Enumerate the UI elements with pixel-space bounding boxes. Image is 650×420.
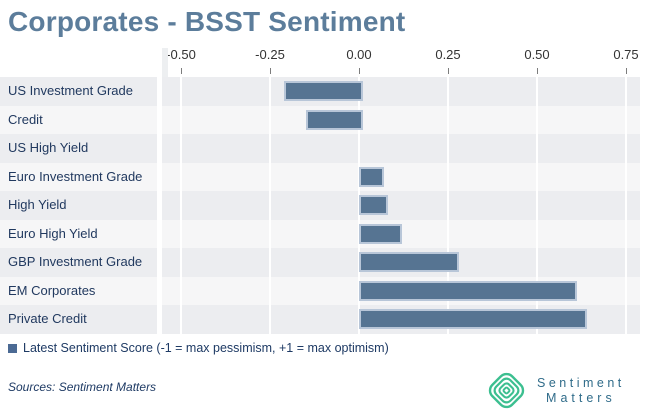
brand-name-line2: Matters (546, 390, 616, 405)
x-axis-tick-mark (537, 68, 538, 74)
category-label: GBP Investment Grade (8, 254, 143, 270)
x-axis-tick-mark (359, 68, 360, 74)
x-axis-tick-mark (181, 68, 182, 74)
bar-us-investment-grade (284, 81, 363, 101)
row-label-cell: Credit (0, 105, 157, 135)
gridline (625, 77, 627, 335)
row-label-cell: High Yield (0, 191, 157, 220)
x-axis-tick-label: -0.25 (255, 47, 285, 62)
x-axis-tick-label: 0.00 (346, 47, 372, 62)
brand-logo-text: Sentiment Matters (537, 376, 625, 406)
row-plot-cell (162, 134, 640, 163)
x-axis-tick-label: 0.50 (524, 47, 550, 62)
x-axis-tick-mark (270, 68, 271, 74)
gridline (269, 77, 271, 335)
category-label: Euro High Yield (8, 225, 98, 241)
row-label-cell: EM Corporates (0, 276, 157, 306)
category-label: Credit (8, 111, 43, 127)
category-label: Euro Investment Grade (8, 168, 143, 184)
category-label: Private Credit (8, 311, 87, 327)
bar-credit (305, 109, 363, 130)
gridline (447, 77, 449, 335)
row-label-cell: US Investment Grade (0, 77, 157, 106)
brand-name-line1: Sentiment (537, 375, 625, 390)
row-plot-cell (162, 162, 640, 192)
bar-high-yield (359, 195, 388, 216)
category-label: US High Yield (8, 140, 89, 156)
bar-euro-high-yield (359, 223, 403, 244)
plot-left-edge (162, 48, 168, 77)
concentric-diamond-icon (488, 372, 525, 409)
row-label-cell: Euro Investment Grade (0, 162, 157, 192)
bar-euro-investment-grade (359, 166, 385, 187)
row-plot-cell (162, 191, 640, 220)
row-label-cell: Euro High Yield (0, 219, 157, 249)
bar-em-corporates (359, 280, 577, 301)
x-axis-tick-label: -0.50 (166, 47, 196, 62)
x-axis-tick-mark (448, 68, 449, 74)
row-plot-cell (162, 105, 640, 135)
gridline (536, 77, 538, 335)
x-axis-tick-label: 0.75 (613, 47, 639, 62)
x-axis-tick-label: 0.25 (435, 47, 461, 62)
bar-gbp-investment-grade (359, 252, 460, 273)
chart-title: Corporates - BSST Sentiment (8, 6, 406, 37)
row-label-cell: GBP Investment Grade (0, 248, 157, 277)
row-label-cell: Private Credit (0, 305, 157, 335)
legend: Latest Sentiment Score (-1 = max pessimi… (8, 341, 389, 355)
row-label-cell: US High Yield (0, 134, 157, 163)
category-label: US Investment Grade (8, 83, 133, 98)
bar-private-credit (359, 309, 588, 330)
legend-label: Latest Sentiment Score (-1 = max pessimi… (23, 341, 389, 355)
gridline (180, 77, 182, 335)
brand-logo: Sentiment Matters (486, 370, 625, 411)
category-label: EM Corporates (8, 282, 96, 298)
legend-marker-icon (8, 343, 17, 353)
row-plot-cell (162, 77, 640, 106)
sources-note: Sources: Sentiment Matters (8, 380, 157, 394)
x-axis-tick-mark (626, 68, 627, 74)
category-label: High Yield (8, 197, 67, 213)
